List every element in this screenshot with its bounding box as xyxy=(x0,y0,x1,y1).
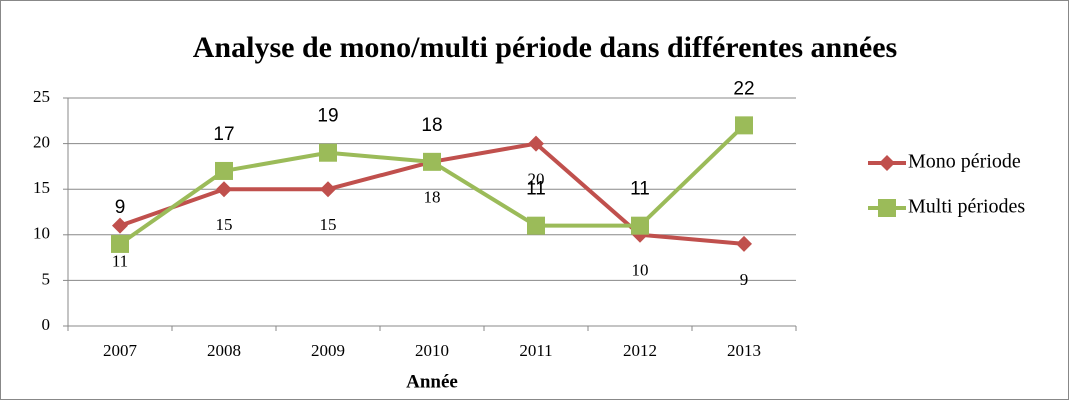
marker xyxy=(216,181,232,198)
marker xyxy=(735,116,753,135)
marker xyxy=(527,216,545,235)
y-tick-label: 15 xyxy=(33,178,50,197)
marker xyxy=(423,152,441,171)
x-tick-label: 2009 xyxy=(311,341,345,360)
data-label: 9 xyxy=(740,270,749,289)
data-label: 9 xyxy=(115,197,126,218)
x-tick-label: 2007 xyxy=(103,341,138,360)
x-tick-label: 2011 xyxy=(519,341,552,360)
y-tick-label: 25 xyxy=(33,87,50,106)
marker xyxy=(112,217,128,234)
x-tick-label: 2013 xyxy=(727,341,761,360)
x-axis-title: Année xyxy=(406,371,458,392)
y-tick-label: 10 xyxy=(33,224,50,243)
data-label: 22 xyxy=(733,78,754,99)
legend-label: Multi périodes xyxy=(908,196,1025,218)
x-tick-label: 2012 xyxy=(623,341,657,360)
data-label: 15 xyxy=(320,215,337,234)
marker xyxy=(736,235,752,252)
marker xyxy=(111,234,129,253)
x-tick-label: 2010 xyxy=(415,341,449,360)
data-label: 19 xyxy=(317,106,338,127)
marker xyxy=(879,155,895,171)
marker xyxy=(528,135,544,152)
y-tick-label: 0 xyxy=(42,315,51,334)
chart-title: Analyse de mono/multi période dans diffé… xyxy=(193,31,897,64)
y-tick-label: 20 xyxy=(33,133,50,152)
data-label: 18 xyxy=(421,115,442,136)
x-tick-label: 2008 xyxy=(207,341,241,360)
marker xyxy=(320,181,336,198)
legend-label: Mono période xyxy=(908,151,1021,173)
marker xyxy=(878,199,896,217)
data-label: 10 xyxy=(632,261,649,280)
data-label: 20 xyxy=(528,170,545,189)
data-label: 17 xyxy=(213,124,234,145)
data-label: 11 xyxy=(630,179,650,200)
data-label: 18 xyxy=(424,188,441,207)
y-tick-label: 5 xyxy=(42,269,51,288)
marker xyxy=(215,161,233,180)
data-label: 15 xyxy=(216,215,233,234)
marker xyxy=(631,216,649,235)
data-label: 11 xyxy=(526,179,546,200)
marker xyxy=(319,143,337,162)
data-label: 11 xyxy=(112,252,128,271)
